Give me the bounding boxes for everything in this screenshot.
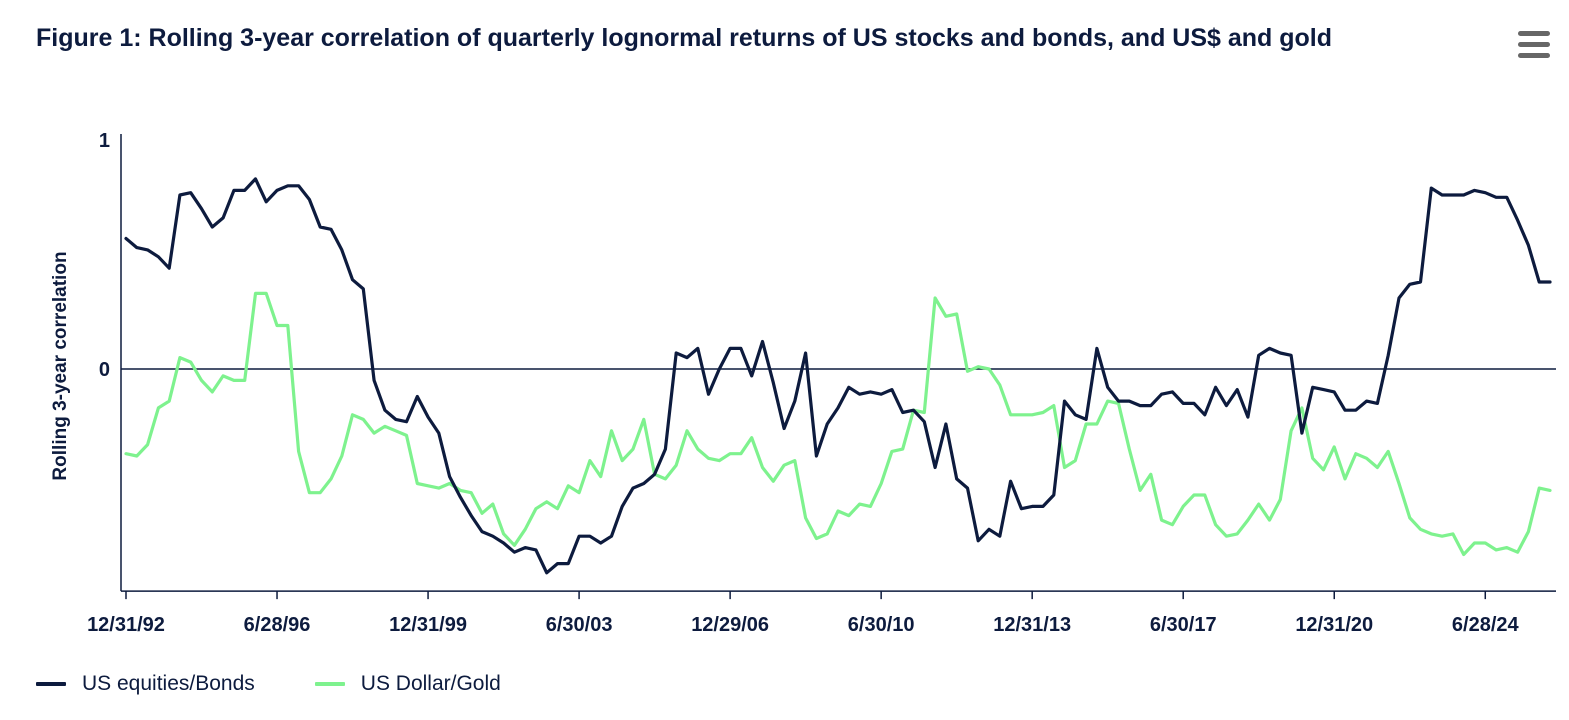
series-line-us-equities-bonds (124, 177, 1552, 575)
x-tick-label: 12/31/20 (1295, 614, 1373, 636)
legend-swatch-us-equities-bonds (36, 682, 66, 686)
chart-legend: US equities/Bonds US Dollar/Gold (36, 672, 501, 696)
x-tick-label: 6/28/24 (1452, 614, 1520, 636)
y-tick-label: 0 (99, 359, 110, 381)
legend-item-us-dollar-gold[interactable]: US Dollar/Gold (314, 672, 501, 696)
legend-label-us-dollar-gold: US Dollar/Gold (360, 672, 501, 695)
x-tick-label: 6/30/03 (546, 614, 613, 636)
x-tick-label: 6/30/10 (848, 614, 915, 636)
hamburger-menu-icon[interactable] (1512, 28, 1556, 62)
x-tick-label: 12/29/06 (691, 614, 769, 636)
y-axis-label: Rolling 3-year correlation (50, 251, 71, 480)
x-tick-label: 12/31/99 (389, 614, 467, 636)
x-tick-label: 6/28/96 (244, 614, 311, 636)
chart-series (124, 177, 1552, 575)
legend-label-us-equities-bonds: US equities/Bonds (82, 672, 255, 695)
legend-item-us-equities-bonds[interactable]: US equities/Bonds (36, 672, 255, 696)
y-tick-label: 1 (99, 130, 110, 152)
x-tick-label: 12/31/13 (993, 614, 1071, 636)
legend-swatch-us-dollar-gold (314, 682, 345, 686)
chart-ticks: 1 0 12/31/92 6/28/96 12/31/99 6/30/03 12/29/06… (87, 130, 1519, 636)
series-line-us-dollar-gold (124, 291, 1552, 557)
x-tick-label: 12/31/92 (87, 614, 165, 636)
chart-title: Figure 1: Rolling 3-year correlation of … (36, 24, 1333, 52)
chart-plot: 1 0 12/31/92 6/28/96 12/31/99 6/30/03 12/29/06… (50, 130, 1556, 636)
chart-axes (120, 134, 1556, 592)
x-tick-label: 6/30/17 (1150, 614, 1217, 636)
